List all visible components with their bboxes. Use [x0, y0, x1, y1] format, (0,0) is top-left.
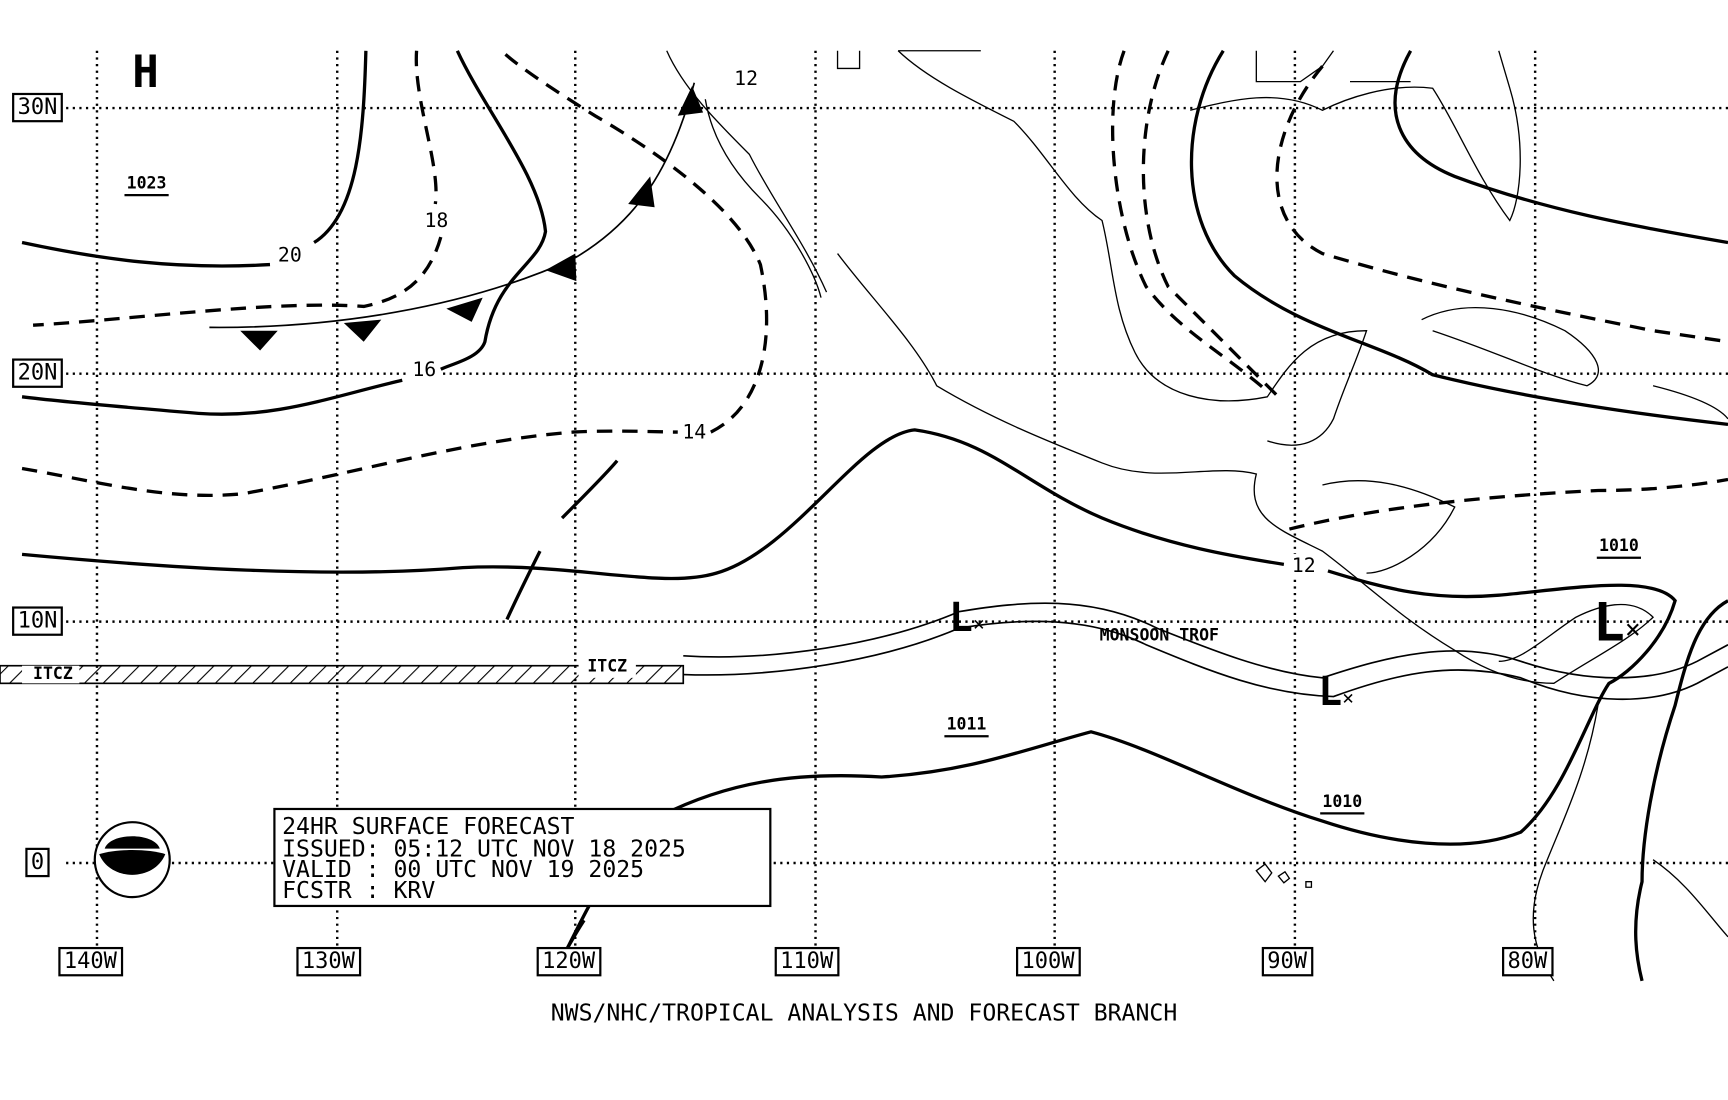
label-bg — [409, 357, 440, 381]
lon-label-box — [58, 946, 124, 977]
isobar-label: 16 — [412, 358, 436, 381]
label-bg — [1288, 554, 1319, 578]
lon-label: 130W — [302, 949, 356, 974]
center-x: × — [1625, 614, 1641, 645]
feature-label: ITCZ — [587, 656, 627, 675]
feature-label: MONSOON TROF — [1100, 625, 1219, 644]
lon-label: 140W — [64, 949, 118, 974]
pressure-center: L — [1318, 669, 1342, 715]
lon-label: 120W — [542, 949, 596, 974]
lon-label-box — [1502, 946, 1554, 977]
pressure-center: L — [949, 595, 973, 641]
isobar-label: 14 — [682, 421, 706, 444]
lon-label: 90W — [1267, 949, 1308, 974]
center-x: × — [973, 612, 985, 635]
pressure-center: L — [1593, 593, 1625, 654]
pressure-value: 1011 — [947, 715, 987, 734]
info-box-frame — [273, 807, 772, 908]
lat-label-box — [12, 92, 63, 123]
lat-label: 10N — [18, 609, 58, 634]
isobar-label: 12 — [1292, 554, 1316, 577]
label-bg — [679, 420, 710, 444]
lon-label-box — [1015, 946, 1081, 977]
pressure-value: 1023 — [127, 174, 167, 193]
noaa-logo — [93, 821, 171, 899]
lat-label: 0 — [31, 850, 44, 875]
label-bg — [730, 66, 762, 90]
pressure-center: H — [132, 47, 159, 98]
label-bg — [421, 209, 452, 233]
lat-label: 20N — [18, 361, 58, 386]
lon-label: 100W — [1022, 949, 1076, 974]
feature-label: ITCZ — [33, 664, 73, 683]
isobar-label: 12 — [734, 67, 758, 90]
pressure-value: 1010 — [1599, 536, 1639, 555]
lat-label: 30N — [18, 95, 58, 120]
grid — [66, 50, 1728, 948]
info-line: ISSUED: 05:12 UTC NOV 18 2025 — [282, 836, 686, 862]
isobar-label: 18 — [424, 209, 448, 232]
lon-label: 80W — [1508, 949, 1549, 974]
lon-label-box — [536, 946, 602, 977]
lon-label-box — [774, 946, 840, 977]
coastlines — [666, 50, 1728, 982]
pressure-value: 1010 — [1322, 792, 1362, 811]
info-line: VALID : 00 UTC NOV 19 2025 — [282, 857, 644, 883]
lat-label-box — [12, 358, 63, 388]
info-line: 24HR SURFACE FORECAST — [282, 814, 574, 840]
lon-label-box — [296, 946, 362, 977]
lon-label-box — [1261, 946, 1314, 977]
info-line: FCSTR : KRV — [282, 878, 435, 904]
footer: NWS/NHC/TROPICAL ANALYSIS AND FORECAST B… — [551, 1000, 1178, 1026]
label-bg — [274, 243, 306, 267]
itcz — [0, 658, 685, 685]
monsoon-trough — [683, 602, 1728, 701]
cold-front — [209, 82, 704, 351]
isobar-label: 20 — [278, 243, 302, 266]
lat-label-box — [25, 847, 50, 878]
lat-label-box — [12, 606, 63, 636]
isobars — [21, 49, 1728, 982]
lon-label: 110W — [780, 949, 834, 974]
center-x: × — [1342, 686, 1354, 709]
